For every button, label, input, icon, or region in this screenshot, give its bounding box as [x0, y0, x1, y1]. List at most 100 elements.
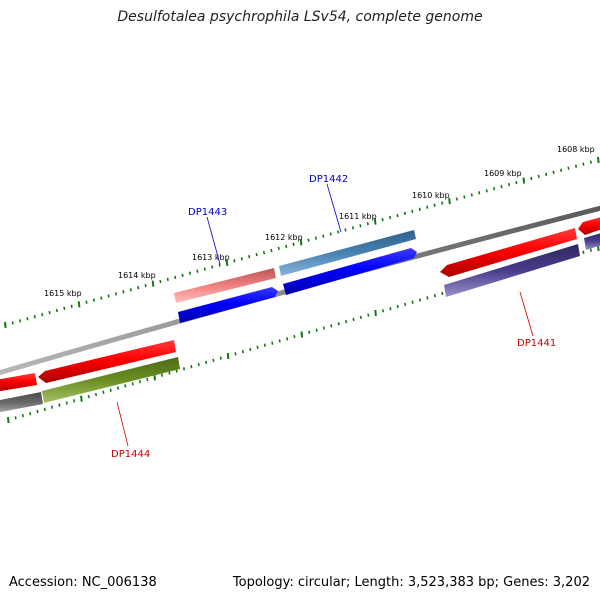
- scale-label-1614: 1614 kbp: [118, 271, 156, 280]
- reverse-scale-tick-28: [212, 358, 215, 362]
- reverse-scale-tick-24: [182, 367, 186, 371]
- forward-scale-tick-55: [411, 209, 414, 213]
- scale-label-1609: 1609 kbp: [484, 169, 522, 178]
- forward-scale-tick-48: [359, 224, 362, 228]
- reverse-scale-tick-39: [293, 334, 296, 339]
- feature-dp1443-cds[interactable]: [178, 287, 278, 323]
- forward-scale-tick-15: [114, 292, 118, 296]
- forward-scale-tick-69: [515, 180, 518, 185]
- forward-scale-tick-65: [485, 189, 488, 193]
- gene-label-dp1444-group: DP1444: [111, 401, 150, 460]
- feature-dp1444-cds[interactable]: [38, 340, 176, 383]
- reverse-scale-tick-45: [337, 322, 340, 326]
- forward-scale-tick-52: [389, 215, 392, 220]
- reverse-scale-tick-35: [263, 343, 266, 347]
- reverse-scale-tick-17: [131, 382, 134, 386]
- forward-scale-tick-74: [552, 170, 555, 174]
- forward-scale-tick-72: [537, 174, 540, 179]
- feature-dp1442-cds[interactable]: [283, 248, 417, 295]
- forward-scale-tick-60: [448, 198, 451, 205]
- feature-dp1441-cds[interactable]: [440, 228, 577, 277]
- reverse-scale-tick-50: [374, 309, 377, 317]
- forward-scale-tick-46: [344, 228, 347, 232]
- feature-left-edge-annotation[interactable]: [0, 392, 43, 413]
- reverse-scale-tick-31: [234, 352, 237, 356]
- forward-scale-tick-21: [159, 279, 162, 284]
- feature-dp1443-annotation[interactable]: [174, 268, 276, 303]
- forward-scale-tick-10: [77, 301, 81, 308]
- forward-scale-tick-43: [322, 234, 325, 238]
- feature-dp1444-annotation[interactable]: [42, 357, 180, 403]
- forward-scale-tick-67: [500, 185, 503, 189]
- forward-scale-tick-4: [33, 315, 36, 319]
- forward-scale-tick-47: [351, 226, 355, 230]
- feature-left-edge-cds[interactable]: [0, 373, 37, 392]
- reverse-scale-tick-44: [330, 324, 333, 328]
- forward-scale-tick-62: [463, 195, 466, 199]
- gene-label-dp1444[interactable]: DP1444: [111, 449, 150, 460]
- forward-scale-tick-61: [455, 197, 458, 201]
- reverse-scale-tick-22: [168, 371, 171, 375]
- scale-label-1612: 1612 kbp: [265, 233, 303, 242]
- forward-scale-tick-7: [55, 308, 58, 313]
- forward-scale-tick-31: [233, 259, 236, 263]
- feature-dp1442-annotation[interactable]: [279, 230, 416, 276]
- reverse-scale-tick-51: [381, 309, 385, 313]
- scale-labels: 1608 kbp 1609 kbp 1610 kbp 1611 kbp 1612…: [44, 145, 595, 298]
- forward-scale-tick-5: [41, 312, 44, 317]
- forward-scale-tick-34: [255, 252, 258, 257]
- forward-scale-tick-57: [426, 205, 429, 209]
- forward-scale-tick-68: [507, 182, 511, 187]
- reverse-scale-tick-18: [138, 379, 142, 384]
- reverse-scale-tick-4: [36, 409, 39, 414]
- reverse-scale-tick-8: [65, 401, 68, 405]
- forward-scale-tick-9: [70, 304, 73, 308]
- gene-label-dp1443[interactable]: DP1443: [188, 207, 227, 218]
- forward-scale-tick-70: [522, 177, 526, 184]
- forward-scale-ticks: [4, 156, 600, 329]
- forward-scale-tick-26: [196, 269, 199, 273]
- feature-right-edge-annotation[interactable]: [584, 232, 600, 250]
- gene-label-dp1441[interactable]: DP1441: [517, 338, 556, 349]
- gene-label-dp1442[interactable]: DP1442: [309, 174, 348, 185]
- forward-scale-tick-58: [433, 203, 436, 207]
- reverse-scale-tick-20: [153, 374, 156, 381]
- reverse-scale-tick-32: [241, 350, 244, 354]
- reverse-scale-tick-2: [21, 414, 24, 418]
- forward-scale-tick-20: [151, 280, 155, 287]
- forward-scale-tick-54: [403, 211, 406, 216]
- reverse-scale-tick-46: [345, 319, 348, 324]
- forward-scale-tick-30: [225, 259, 229, 266]
- reverse-scale-tick-3: [29, 411, 32, 416]
- forward-scale-tick-25: [188, 271, 192, 275]
- gene-label-dp1443-group: DP1443: [188, 207, 227, 265]
- gene-label-dp1442-group: DP1442: [309, 174, 348, 233]
- forward-scale-tick-79: [589, 160, 592, 164]
- feature-right-edge-cds[interactable]: [578, 216, 600, 235]
- reverse-scale-tick-36: [271, 341, 274, 345]
- forward-scale-tick-50: [373, 218, 377, 225]
- scale-label-1615: 1615 kbp: [44, 289, 82, 298]
- forward-scale-tick-33: [248, 255, 251, 259]
- reverse-scale-tick-34: [256, 345, 259, 350]
- forward-scale-tick-44: [329, 232, 332, 236]
- forward-scale-tick-27: [203, 267, 206, 271]
- reverse-scale-tick-54: [404, 302, 407, 306]
- forward-scale-tick-22: [166, 277, 169, 282]
- reverse-scale-tick-10: [80, 395, 83, 402]
- reverse-scale-tick-42: [315, 328, 318, 332]
- forward-scale-tick-32: [240, 257, 243, 261]
- forward-scale-tick-16: [122, 290, 125, 294]
- forward-scale-tick-13: [100, 296, 103, 300]
- reverse-scale-tick-14: [109, 388, 112, 392]
- reverse-scale-tick-6: [51, 405, 54, 409]
- forward-scale-tick-78: [582, 162, 585, 166]
- forward-scale-tick-51: [381, 217, 384, 222]
- forward-scale-tick-73: [545, 172, 548, 177]
- reverse-scale-tick-52: [389, 307, 392, 311]
- forward-scale-tick-39: [292, 242, 295, 246]
- reverse-scale-tick-49: [367, 313, 370, 317]
- forward-scale-tick-37: [277, 246, 280, 251]
- reverse-scale-tick-16: [124, 384, 127, 388]
- feature-dp1441-annotation[interactable]: [444, 244, 580, 297]
